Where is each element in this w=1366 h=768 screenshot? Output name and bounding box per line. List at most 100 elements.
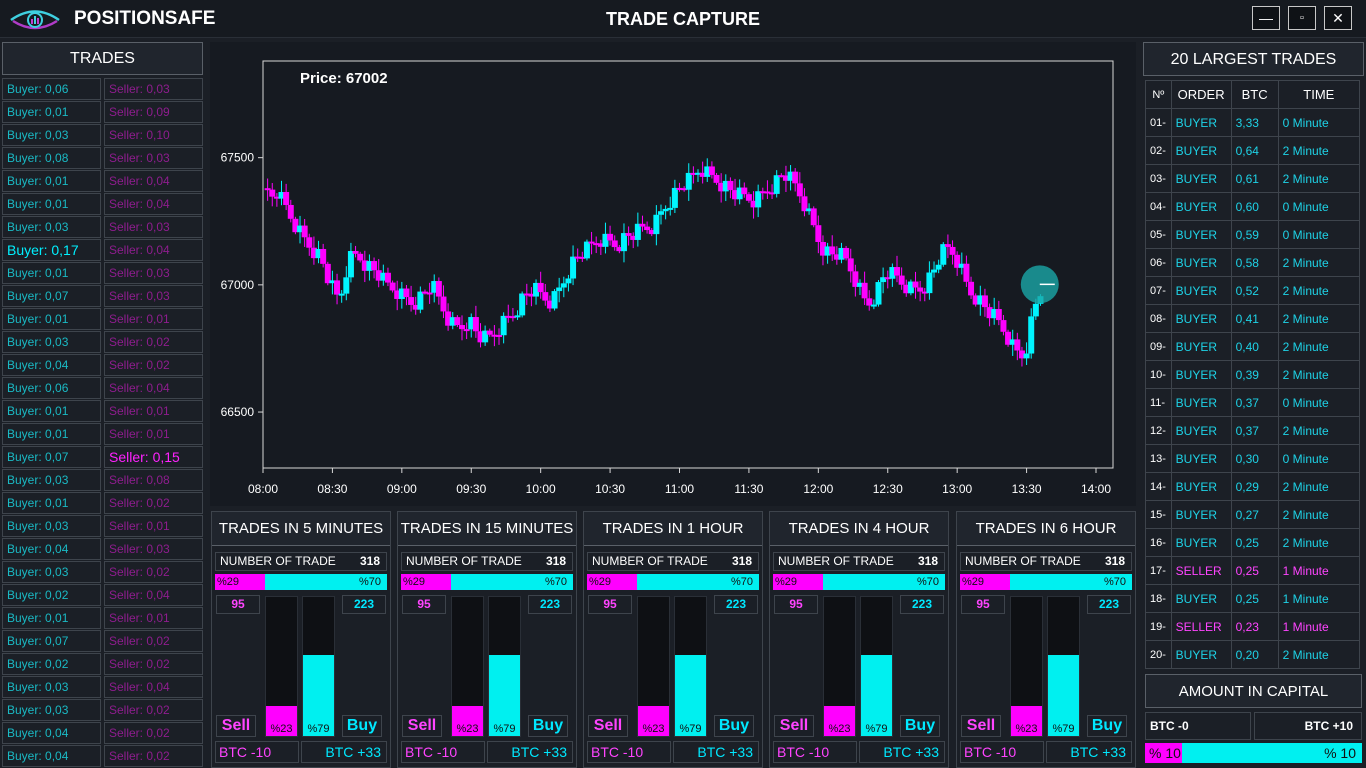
table-row: 01- BUYER 3,33 0 Minute: [1145, 108, 1361, 137]
seller-trade-item: Seller: 0,02: [104, 630, 203, 652]
buy-button[interactable]: Buy: [714, 715, 754, 737]
buyer-trade-item: Buyer: 0,01: [2, 308, 101, 330]
column-header: Nº: [1145, 80, 1172, 109]
btc-amount: 0,41: [1230, 304, 1279, 333]
number-of-trade-value: 318: [545, 554, 566, 568]
btc-amount: 0,52: [1230, 276, 1279, 305]
candle-body: [625, 233, 632, 236]
trade-time: 1 Minute: [1277, 556, 1361, 585]
capital-buy-pct: % 10: [1324, 745, 1356, 761]
candle-body: [551, 291, 558, 309]
close-button[interactable]: ✕: [1324, 6, 1352, 30]
seller-trade-item: Seller: 0,01: [104, 515, 203, 537]
buyer-trade-item: Buyer: 0,03: [2, 331, 101, 353]
sell-button[interactable]: Sell: [216, 715, 256, 737]
price-label: Price: 67002: [300, 70, 388, 87]
buyer-trade-item: Buyer: 0,01: [2, 170, 101, 192]
trade-time: 1 Minute: [1277, 584, 1361, 613]
buy-button[interactable]: Buy: [342, 715, 382, 737]
table-row: 07- BUYER 0,52 2 Minute: [1145, 276, 1361, 305]
candle-body: [570, 256, 577, 279]
candle-body: [977, 295, 984, 305]
btc-amount: 0,25: [1230, 584, 1279, 613]
candle-body: [310, 247, 317, 259]
btc-sell-value: BTC -10: [401, 741, 485, 763]
buyer-trade-item: Buyer: 0,07: [2, 285, 101, 307]
row-number: 15-: [1145, 500, 1172, 529]
candle-body: [806, 208, 813, 212]
candle-body: [431, 281, 438, 293]
sell-ratio-fill: %29: [215, 574, 265, 590]
sell-volume-fill: [452, 706, 483, 736]
buyer-trade-item: Buyer: 0,01: [2, 607, 101, 629]
candle-body: [931, 269, 938, 273]
btc-amount: 0,20: [1230, 640, 1279, 669]
buy-count: 223: [714, 595, 758, 614]
maximize-button[interactable]: ▫: [1288, 6, 1316, 30]
sell-ratio-fill: %29: [960, 574, 1010, 590]
candle-body: [306, 237, 313, 248]
sell-button[interactable]: Sell: [402, 715, 442, 737]
candle-body: [843, 247, 850, 259]
stat-panel-title: TRADES IN 4 HOUR: [770, 512, 948, 546]
row-number: 13-: [1145, 444, 1172, 473]
table-row: 05- BUYER 0,59 0 Minute: [1145, 220, 1361, 249]
seller-trade-item: Seller: 0,04: [104, 170, 203, 192]
table-row: 11- BUYER 0,37 0 Minute: [1145, 388, 1361, 417]
largest-trades-table: Nº ORDER BTC TIME 01- BUYER 3,33 0 Minute 02- BU…: [1145, 80, 1361, 669]
buyer-trade-item: Buyer: 0,07: [2, 630, 101, 652]
column-header: TIME: [1277, 80, 1361, 109]
candle-body: [796, 183, 803, 197]
sell-volume-pct: %23: [828, 723, 851, 735]
buyer-trade-item: Buyer: 0,01: [2, 423, 101, 445]
sell-volume-bar: %23: [451, 596, 484, 737]
btc-amount: 0,25: [1230, 556, 1279, 585]
btc-sell-value: BTC -10: [587, 741, 671, 763]
candle-body: [565, 278, 572, 284]
sell-volume-bar: %23: [1010, 596, 1043, 737]
buyer-trade-item: Buyer: 0,01: [2, 193, 101, 215]
candle-body: [556, 287, 563, 292]
row-number: 01-: [1145, 108, 1172, 137]
table-row: 10- BUYER 0,39 2 Minute: [1145, 360, 1361, 389]
candle-body: [810, 208, 817, 226]
btc-amount: 0,23: [1230, 612, 1279, 641]
buyer-trade-item: Buyer: 0,01: [2, 262, 101, 284]
candle-body: [417, 291, 424, 310]
table-row: 02- BUYER 0,64 2 Minute: [1145, 136, 1361, 165]
price-chart[interactable]: 67500 67000 66500 08:00 08:30 09:00 09:30 10:00…: [210, 42, 1136, 506]
buy-volume-fill: [489, 655, 520, 736]
seller-trade-item: Seller: 0,01: [104, 308, 203, 330]
row-number: 19-: [1145, 612, 1172, 641]
candle-body: [847, 258, 854, 272]
minimize-button[interactable]: —: [1252, 6, 1280, 30]
buy-volume-bar: %79: [674, 596, 707, 737]
candle-body: [384, 272, 391, 283]
candle-body: [375, 270, 382, 281]
sell-button[interactable]: Sell: [961, 715, 1001, 737]
candle-body: [491, 334, 498, 337]
sell-button[interactable]: Sell: [588, 715, 628, 737]
row-number: 12-: [1145, 416, 1172, 445]
candle-body: [870, 304, 877, 307]
buy-button[interactable]: Buy: [528, 715, 568, 737]
candle-body: [685, 172, 692, 190]
candle-body: [389, 282, 396, 291]
buy-volume-fill: [675, 655, 706, 736]
candle-body: [963, 263, 970, 282]
number-of-trade-label: NUMBER OF TRADE: [406, 554, 522, 568]
trade-time: 2 Minute: [1277, 304, 1361, 333]
btc-sell-value: BTC -10: [773, 741, 857, 763]
buy-button[interactable]: Buy: [900, 715, 940, 737]
btc-amount: 0,27: [1230, 500, 1279, 529]
candle-body: [560, 283, 567, 288]
sell-button[interactable]: Sell: [774, 715, 814, 737]
buyer-trade-item: Buyer: 0,08: [2, 147, 101, 169]
buyer-trade-item: Buyer: 0,03: [2, 561, 101, 583]
candle-body: [940, 244, 947, 265]
order-side: BUYER: [1170, 164, 1232, 193]
buy-button[interactable]: Buy: [1087, 715, 1127, 737]
candle-body: [981, 295, 988, 308]
buyer-trade-item: Buyer: 0,04: [2, 722, 101, 744]
candle-body: [819, 241, 826, 256]
